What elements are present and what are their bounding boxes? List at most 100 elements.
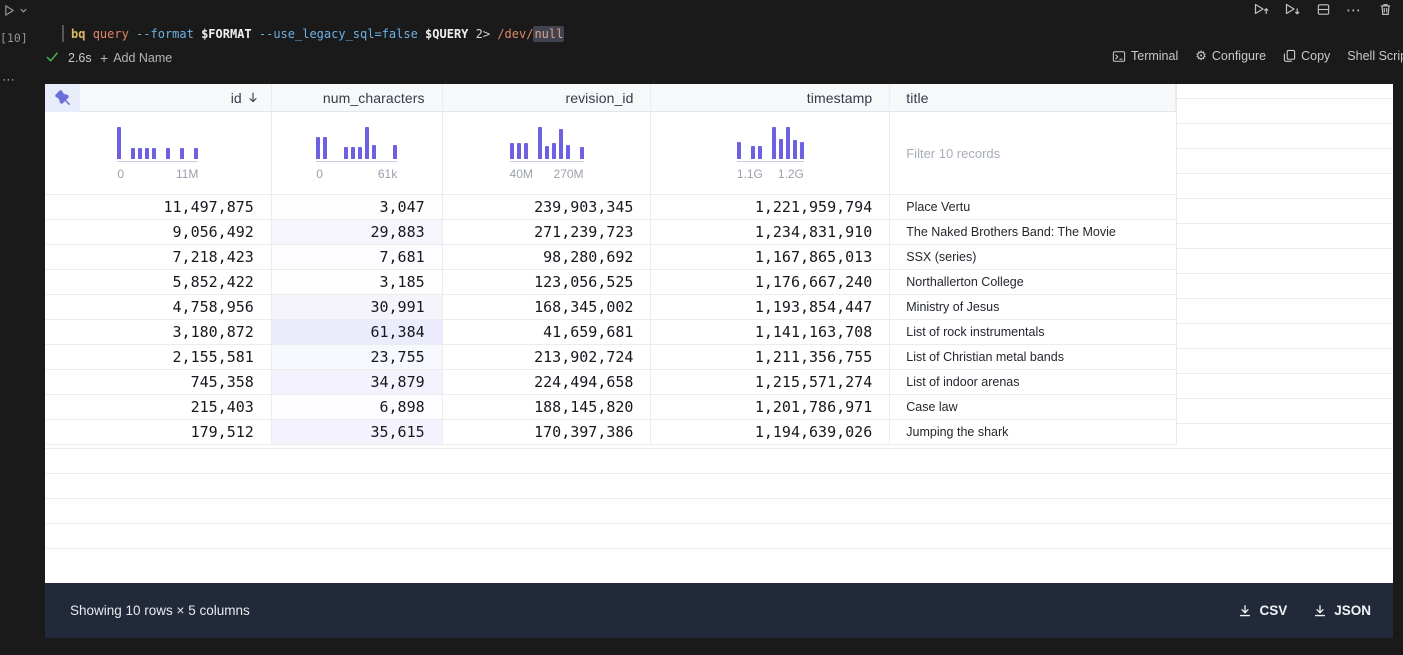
download-icon (1240, 604, 1251, 616)
column-header-id[interactable]: id (45, 84, 272, 112)
run-cells-below-button[interactable] (1281, 1, 1303, 18)
cell-title[interactable]: Ministry of Jesus (890, 295, 1176, 320)
cell-num-characters[interactable]: 3,047 (271, 195, 443, 220)
grid-body: 11,497,875 3,047 239,903,345 1,221,959,7… (45, 195, 1176, 445)
cell-revision-id[interactable]: 224,494,658 (442, 370, 652, 395)
table-row: 11,497,875 3,047 239,903,345 1,221,959,7… (45, 195, 1176, 220)
cell-timestamp[interactable]: 1,167,865,013 (651, 245, 891, 270)
id-histogram[interactable]: 0 11M (117, 126, 199, 181)
cell-revision-id[interactable]: 188,145,820 (442, 395, 652, 420)
cell-title[interactable]: Jumping the shark (890, 420, 1176, 445)
cell-id[interactable]: 179,512 (45, 420, 272, 445)
cell-id[interactable]: 9,056,492 (45, 220, 272, 245)
histogram-axis (316, 160, 398, 162)
cell-title[interactable]: List of indoor arenas (890, 370, 1176, 395)
num-characters-histogram[interactable]: 0 61k (316, 126, 398, 181)
cell-id[interactable]: 745,358 (45, 370, 272, 395)
plus-icon: + (100, 50, 109, 66)
cell-id[interactable]: 3,180,872 (45, 320, 272, 345)
pin-icon (54, 90, 70, 106)
cell-timestamp[interactable]: 1,215,571,274 (651, 370, 891, 395)
cell-timestamp[interactable]: 1,234,831,910 (651, 220, 891, 245)
cell-actions: Terminal ⚙ Configure Copy Shell Script (1112, 49, 1403, 63)
cell-id[interactable]: 2,155,581 (45, 345, 272, 370)
cell-num-characters[interactable]: 6,898 (271, 395, 443, 420)
cell-title[interactable]: Place Vertu (890, 195, 1176, 220)
cell-id[interactable]: 215,403 (45, 395, 272, 420)
cell-revision-id[interactable]: 41,659,681 (442, 320, 652, 345)
cell-num-characters[interactable]: 61,384 (271, 320, 443, 345)
cell-num-characters[interactable]: 29,883 (271, 220, 443, 245)
cell-revision-id[interactable]: 170,397,386 (442, 420, 652, 445)
column-header-title[interactable]: title (890, 84, 1177, 112)
column-header-timestamp[interactable]: timestamp (651, 84, 891, 112)
cell-timestamp[interactable]: 1,221,959,794 (651, 195, 891, 220)
cell-timestamp[interactable]: 1,194,639,026 (651, 420, 891, 445)
cell-title[interactable]: Northallerton College (890, 270, 1176, 295)
filter-cell-title: Filter 10 records (890, 112, 1176, 195)
timestamp-histogram[interactable]: 1.1G 1.2G (736, 126, 804, 181)
cell-timestamp[interactable]: 1,141,163,708 (651, 320, 891, 345)
copy-button[interactable]: Copy (1283, 49, 1330, 63)
pin-column-button[interactable] (45, 84, 80, 112)
cell-title[interactable]: List of Christian metal bands (890, 345, 1176, 370)
cell-title[interactable]: Case law (890, 395, 1176, 420)
cell-title[interactable]: The Naked Brothers Band: The Movie (890, 220, 1176, 245)
download-json-button[interactable]: JSON (1313, 603, 1371, 618)
table-row: 4,758,956 30,991 168,345,002 1,193,854,4… (45, 295, 1176, 320)
cell-num-characters[interactable]: 7,681 (271, 245, 443, 270)
terminal-icon (1112, 50, 1126, 62)
run-cells-above-button[interactable] (1250, 1, 1272, 18)
cell-id[interactable]: 7,218,423 (45, 245, 272, 270)
title-filter-input[interactable]: Filter 10 records (906, 145, 1001, 161)
terminal-button[interactable]: Terminal (1112, 49, 1178, 63)
histogram-axis (509, 160, 584, 162)
cell-num-characters[interactable]: 3,185 (271, 270, 443, 295)
cell-toolbar: ⋯ (1250, 1, 1396, 19)
split-cell-button[interactable] (1312, 1, 1334, 18)
cell-title[interactable]: SSX (series) (890, 245, 1176, 270)
play-down-icon (1285, 3, 1300, 15)
column-header-revision-id[interactable]: revision_id (442, 84, 652, 112)
more-options-button[interactable]: ⋯ (1346, 1, 1362, 19)
grid-header-row: id num_characters revision_id timestamp … (45, 84, 1177, 112)
cell-timestamp[interactable]: 1,211,356,755 (651, 345, 891, 370)
run-cell-button[interactable] (3, 2, 33, 18)
cell-indicator (62, 25, 64, 42)
histogram-cell-num-characters: 0 61k (271, 112, 443, 195)
cell-id[interactable]: 4,758,956 (45, 295, 272, 320)
trash-icon (1380, 4, 1390, 15)
row-count-summary: Showing 10 rows × 5 columns (70, 603, 250, 618)
cell-revision-id[interactable]: 271,239,723 (442, 220, 652, 245)
revision-id-histogram[interactable]: 40M 270M (509, 126, 584, 181)
cell-revision-id[interactable]: 123,056,525 (442, 270, 652, 295)
cell-revision-id[interactable]: 239,903,345 (442, 195, 652, 220)
cell-id[interactable]: 5,852,422 (45, 270, 272, 295)
cell-title[interactable]: List of rock instrumentals (890, 320, 1176, 345)
download-icon (1315, 604, 1326, 616)
histogram-cell-revision-id: 40M 270M (442, 112, 652, 195)
cell-revision-id[interactable]: 213,902,724 (442, 345, 652, 370)
configure-button[interactable]: ⚙ Configure (1195, 49, 1267, 63)
cell-id[interactable]: 11,497,875 (45, 195, 272, 220)
gutter-more-button[interactable]: ⋯ (2, 72, 16, 87)
cell-timestamp[interactable]: 1,201,786,971 (651, 395, 891, 420)
column-header-num-characters[interactable]: num_characters (271, 84, 443, 112)
cell-num-characters[interactable]: 23,755 (271, 345, 443, 370)
cell-timestamp[interactable]: 1,176,667,240 (651, 270, 891, 295)
table-row: 5,852,422 3,185 123,056,525 1,176,667,24… (45, 270, 1176, 295)
shell-script-button[interactable]: Shell Script (1347, 49, 1403, 63)
add-name-button[interactable]: + Add Name (100, 50, 173, 66)
delete-cell-button[interactable] (1374, 1, 1396, 18)
command-input[interactable]: bq query --format $FORMAT --use_legacy_s… (71, 26, 565, 42)
cell-num-characters[interactable]: 35,615 (271, 420, 443, 445)
table-row: 7,218,423 7,681 98,280,692 1,167,865,013… (45, 245, 1176, 270)
table-row: 9,056,492 29,883 271,239,723 1,234,831,9… (45, 220, 1176, 245)
download-csv-button[interactable]: CSV (1238, 603, 1287, 618)
cell-revision-id[interactable]: 168,345,002 (442, 295, 652, 320)
cell-timestamp[interactable]: 1,193,854,447 (651, 295, 891, 320)
data-grid: id num_characters revision_id timestamp … (45, 84, 1177, 445)
cell-num-characters[interactable]: 34,879 (271, 370, 443, 395)
cell-num-characters[interactable]: 30,991 (271, 295, 443, 320)
cell-revision-id[interactable]: 98,280,692 (442, 245, 652, 270)
